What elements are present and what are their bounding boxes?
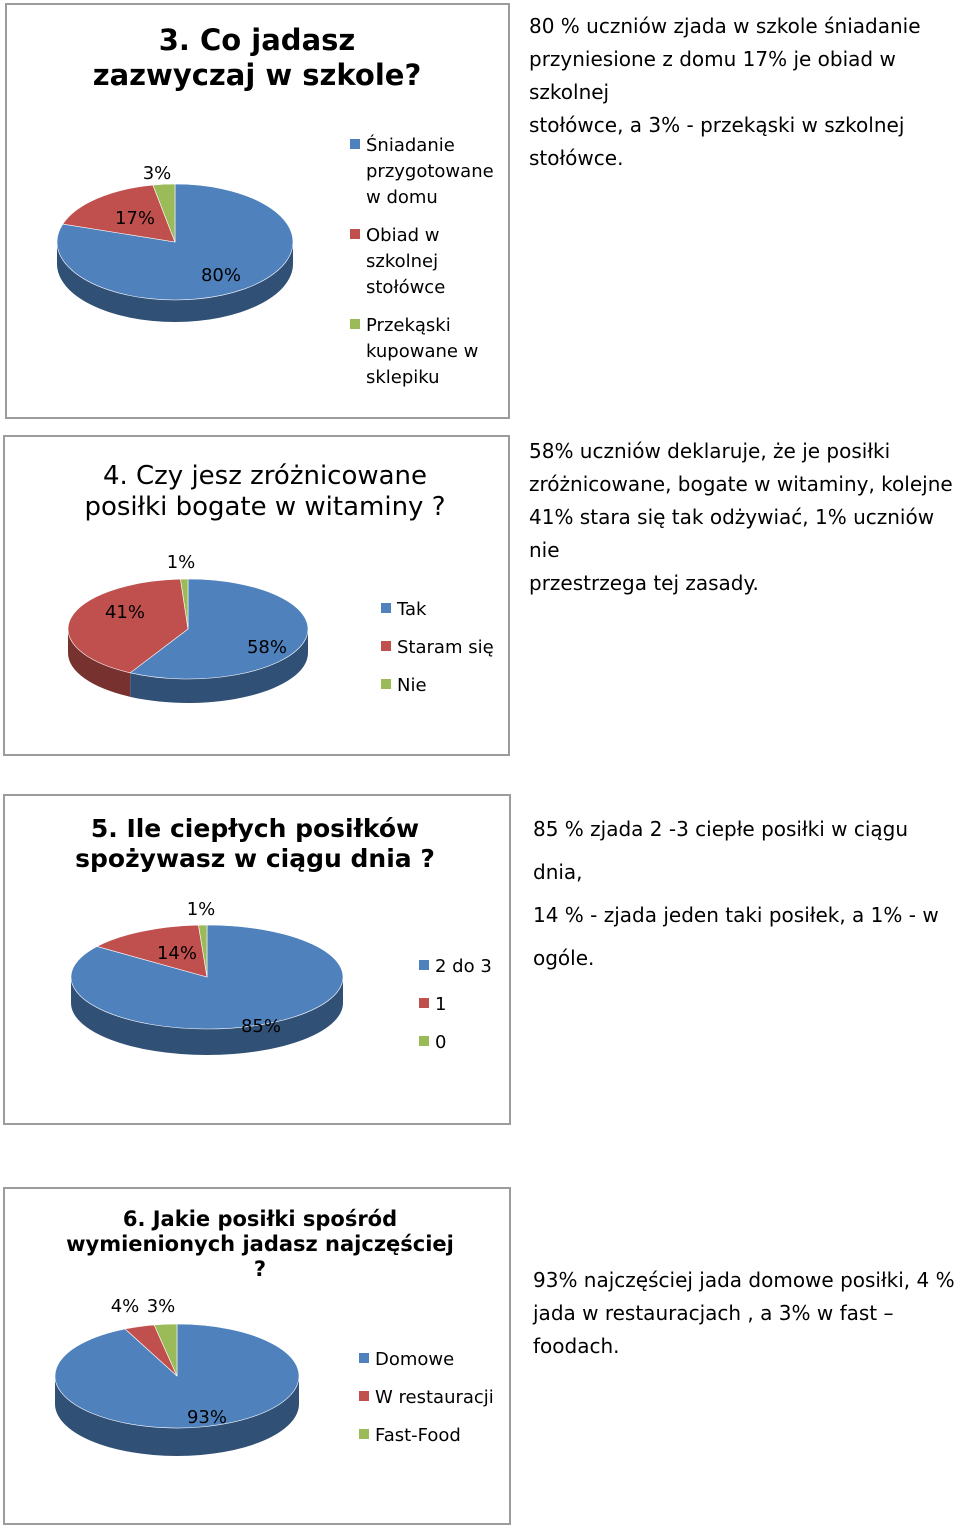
pie-slice — [153, 1323, 178, 1377]
legend-swatch-red — [419, 998, 429, 1008]
legend-label: Domowe — [375, 1349, 455, 1370]
legend-swatch-green — [419, 1036, 429, 1046]
chart-q6-title-text: 6. Jakie posiłki spośród wymienionych ja… — [66, 1207, 454, 1282]
legend-item: Domowe — [359, 1347, 509, 1373]
chart-q4-box: 4. Czy jesz zróżnicowane posiłki bogate … — [3, 435, 510, 756]
legend-item: 2 do 3 — [419, 954, 509, 980]
legend-item: Staram się — [381, 635, 511, 661]
legend-item: Obiad w szkolnej stołówce — [350, 223, 500, 301]
pie-data-label: 3% — [147, 1296, 176, 1317]
legend-swatch-green — [381, 679, 391, 689]
pie-slice — [152, 183, 176, 243]
pie-slice — [198, 924, 208, 978]
pie-data-label: 14% — [157, 943, 197, 964]
pie-slice — [67, 578, 189, 674]
description-line: ogóle. — [533, 946, 595, 970]
pie-slice — [180, 578, 189, 630]
description-q4: 58% uczniów deklaruje, że je posiłki zró… — [529, 435, 959, 600]
description-line: stołówce. — [529, 146, 624, 170]
description-line: 80 % uczniów zjada w szkole śniadanie — [529, 14, 921, 38]
pie-slice-side — [130, 629, 308, 703]
legend-item: Przekąski kupowane w sklepiku — [350, 313, 500, 391]
legend-label: W restauracji — [375, 1387, 494, 1408]
legend-label: Obiad w szkolnej stołówce — [366, 225, 446, 298]
legend-swatch-green — [359, 1429, 369, 1439]
legend-label: Przekąski kupowane w sklepiku — [366, 315, 479, 388]
chart-q3-pie: 80% 17% 3% — [56, 163, 294, 322]
legend-swatch-red — [381, 641, 391, 651]
chart-q5-title-text: 5. Ile ciepłych posiłków spożywasz w cią… — [75, 814, 435, 873]
pie-slice-side — [55, 1376, 299, 1456]
pie-data-label: 3% — [143, 163, 172, 184]
legend-item: Fast-Food — [359, 1423, 509, 1449]
chart-q5-box: 5. Ile ciepłych posiłków spożywasz w cią… — [3, 794, 511, 1125]
chart-q5-title: 5. Ile ciepłych posiłków spożywasz w cią… — [75, 814, 435, 874]
pie-data-label: 80% — [201, 265, 241, 286]
legend-label: Śniadanie przygotowane w domu — [366, 135, 494, 208]
chart-q5-legend: 2 do 3 1 0 — [419, 954, 509, 1068]
description-q5: 85 % zjada 2 -3 ciepłe posiłki w ciągu d… — [533, 808, 958, 980]
chart-q6-legend: Domowe W restauracji Fast-Food — [359, 1347, 509, 1461]
legend-swatch-blue — [359, 1353, 369, 1363]
chart-q6-pie: 93% 4% 3% — [54, 1296, 300, 1456]
pie-slice — [56, 183, 294, 301]
description-line: przestrzega tej zasady. — [529, 571, 759, 595]
legend-swatch-blue — [419, 960, 429, 970]
description-line: jada w restauracjach , a 3% w fast – foo… — [533, 1301, 894, 1358]
description-q6: 93% najczęściej jada domowe posiłki, 4 %… — [533, 1264, 958, 1363]
legend-label: Staram się — [397, 637, 494, 658]
chart-q4-title: 4. Czy jesz zróżnicowane posiłki bogate … — [65, 461, 465, 523]
legend-label: 1 — [435, 994, 447, 1015]
description-line: 14 % - zjada jeden taki posiłek, a 1% - … — [533, 903, 939, 927]
pie-slice-side — [57, 242, 293, 322]
pie-slice — [96, 924, 208, 978]
chart-q6-title: 6. Jakie posiłki spośród wymienionych ja… — [65, 1207, 455, 1283]
description-q3: 80 % uczniów zjada w szkole śniadanie pr… — [529, 10, 959, 175]
legend-swatch-red — [350, 229, 360, 239]
pie-slice — [129, 578, 309, 680]
pie-data-label: 41% — [105, 602, 145, 623]
pie-data-label: 17% — [115, 208, 155, 229]
description-line: stołówce, a 3% - przekąski w szkolnej — [529, 113, 905, 137]
chart-q6-box: 6. Jakie posiłki spośród wymienionych ja… — [3, 1187, 511, 1525]
description-line: 41% stara się tak odżywiać, 1% uczniów n… — [529, 505, 935, 562]
pie-data-label: 85% — [241, 1016, 281, 1037]
legend-label: 2 do 3 — [435, 956, 492, 977]
legend-label: Tak — [397, 599, 427, 620]
pie-data-label: 1% — [187, 899, 216, 920]
legend-label: Nie — [397, 675, 427, 696]
pie-data-label: 58% — [247, 637, 287, 658]
pie-slice-side — [71, 977, 343, 1055]
legend-item: Nie — [381, 673, 511, 699]
legend-swatch-green — [350, 319, 360, 329]
legend-label: Fast-Food — [375, 1425, 461, 1446]
chart-q3-title-text: 3. Co jadasz zazwyczaj w szkole? — [92, 23, 422, 92]
pie-data-label: 1% — [167, 552, 196, 573]
chart-q3-box: 3. Co jadasz zazwyczaj w szkole? 80% 17% 3… — [5, 3, 510, 419]
chart-q4-title-text: 4. Czy jesz zróżnicowane posiłki bogate … — [84, 461, 446, 523]
legend-swatch-blue — [350, 139, 360, 149]
legend-item: 0 — [419, 1030, 509, 1056]
chart-q3-legend: Śniadanie przygotowane w domu Obiad w sz… — [350, 133, 500, 403]
legend-item: 1 — [419, 992, 509, 1018]
legend-swatch-red — [359, 1391, 369, 1401]
legend-item: Śniadanie przygotowane w domu — [350, 133, 500, 211]
pie-slice — [62, 184, 176, 243]
chart-q4-pie: 58% 41% 1% — [67, 552, 309, 703]
pie-data-label: 4% — [111, 1296, 140, 1317]
description-line: 58% uczniów deklaruje, że je posiłki — [529, 439, 891, 463]
chart-q3-title: 3. Co jadasz zazwyczaj w szkole? — [87, 23, 427, 93]
chart-q5-pie: 85% 14% 1% — [70, 899, 344, 1055]
description-line: przyniesione z domu 17% je obiad w szkol… — [529, 47, 896, 104]
description-line: 85 % zjada 2 -3 ciepłe posiłki w ciągu d… — [533, 817, 909, 884]
legend-label: 0 — [435, 1032, 447, 1053]
pie-data-label: 93% — [187, 1407, 227, 1428]
legend-swatch-blue — [381, 603, 391, 613]
description-line: zróżnicowane, bogate w witaminy, kolejne — [529, 472, 953, 496]
description-line: 93% najczęściej jada domowe posiłki, 4 % — [533, 1268, 955, 1292]
legend-item: Tak — [381, 597, 511, 623]
legend-item: W restauracji — [359, 1385, 509, 1411]
chart-q4-legend: Tak Staram się Nie — [381, 597, 511, 711]
